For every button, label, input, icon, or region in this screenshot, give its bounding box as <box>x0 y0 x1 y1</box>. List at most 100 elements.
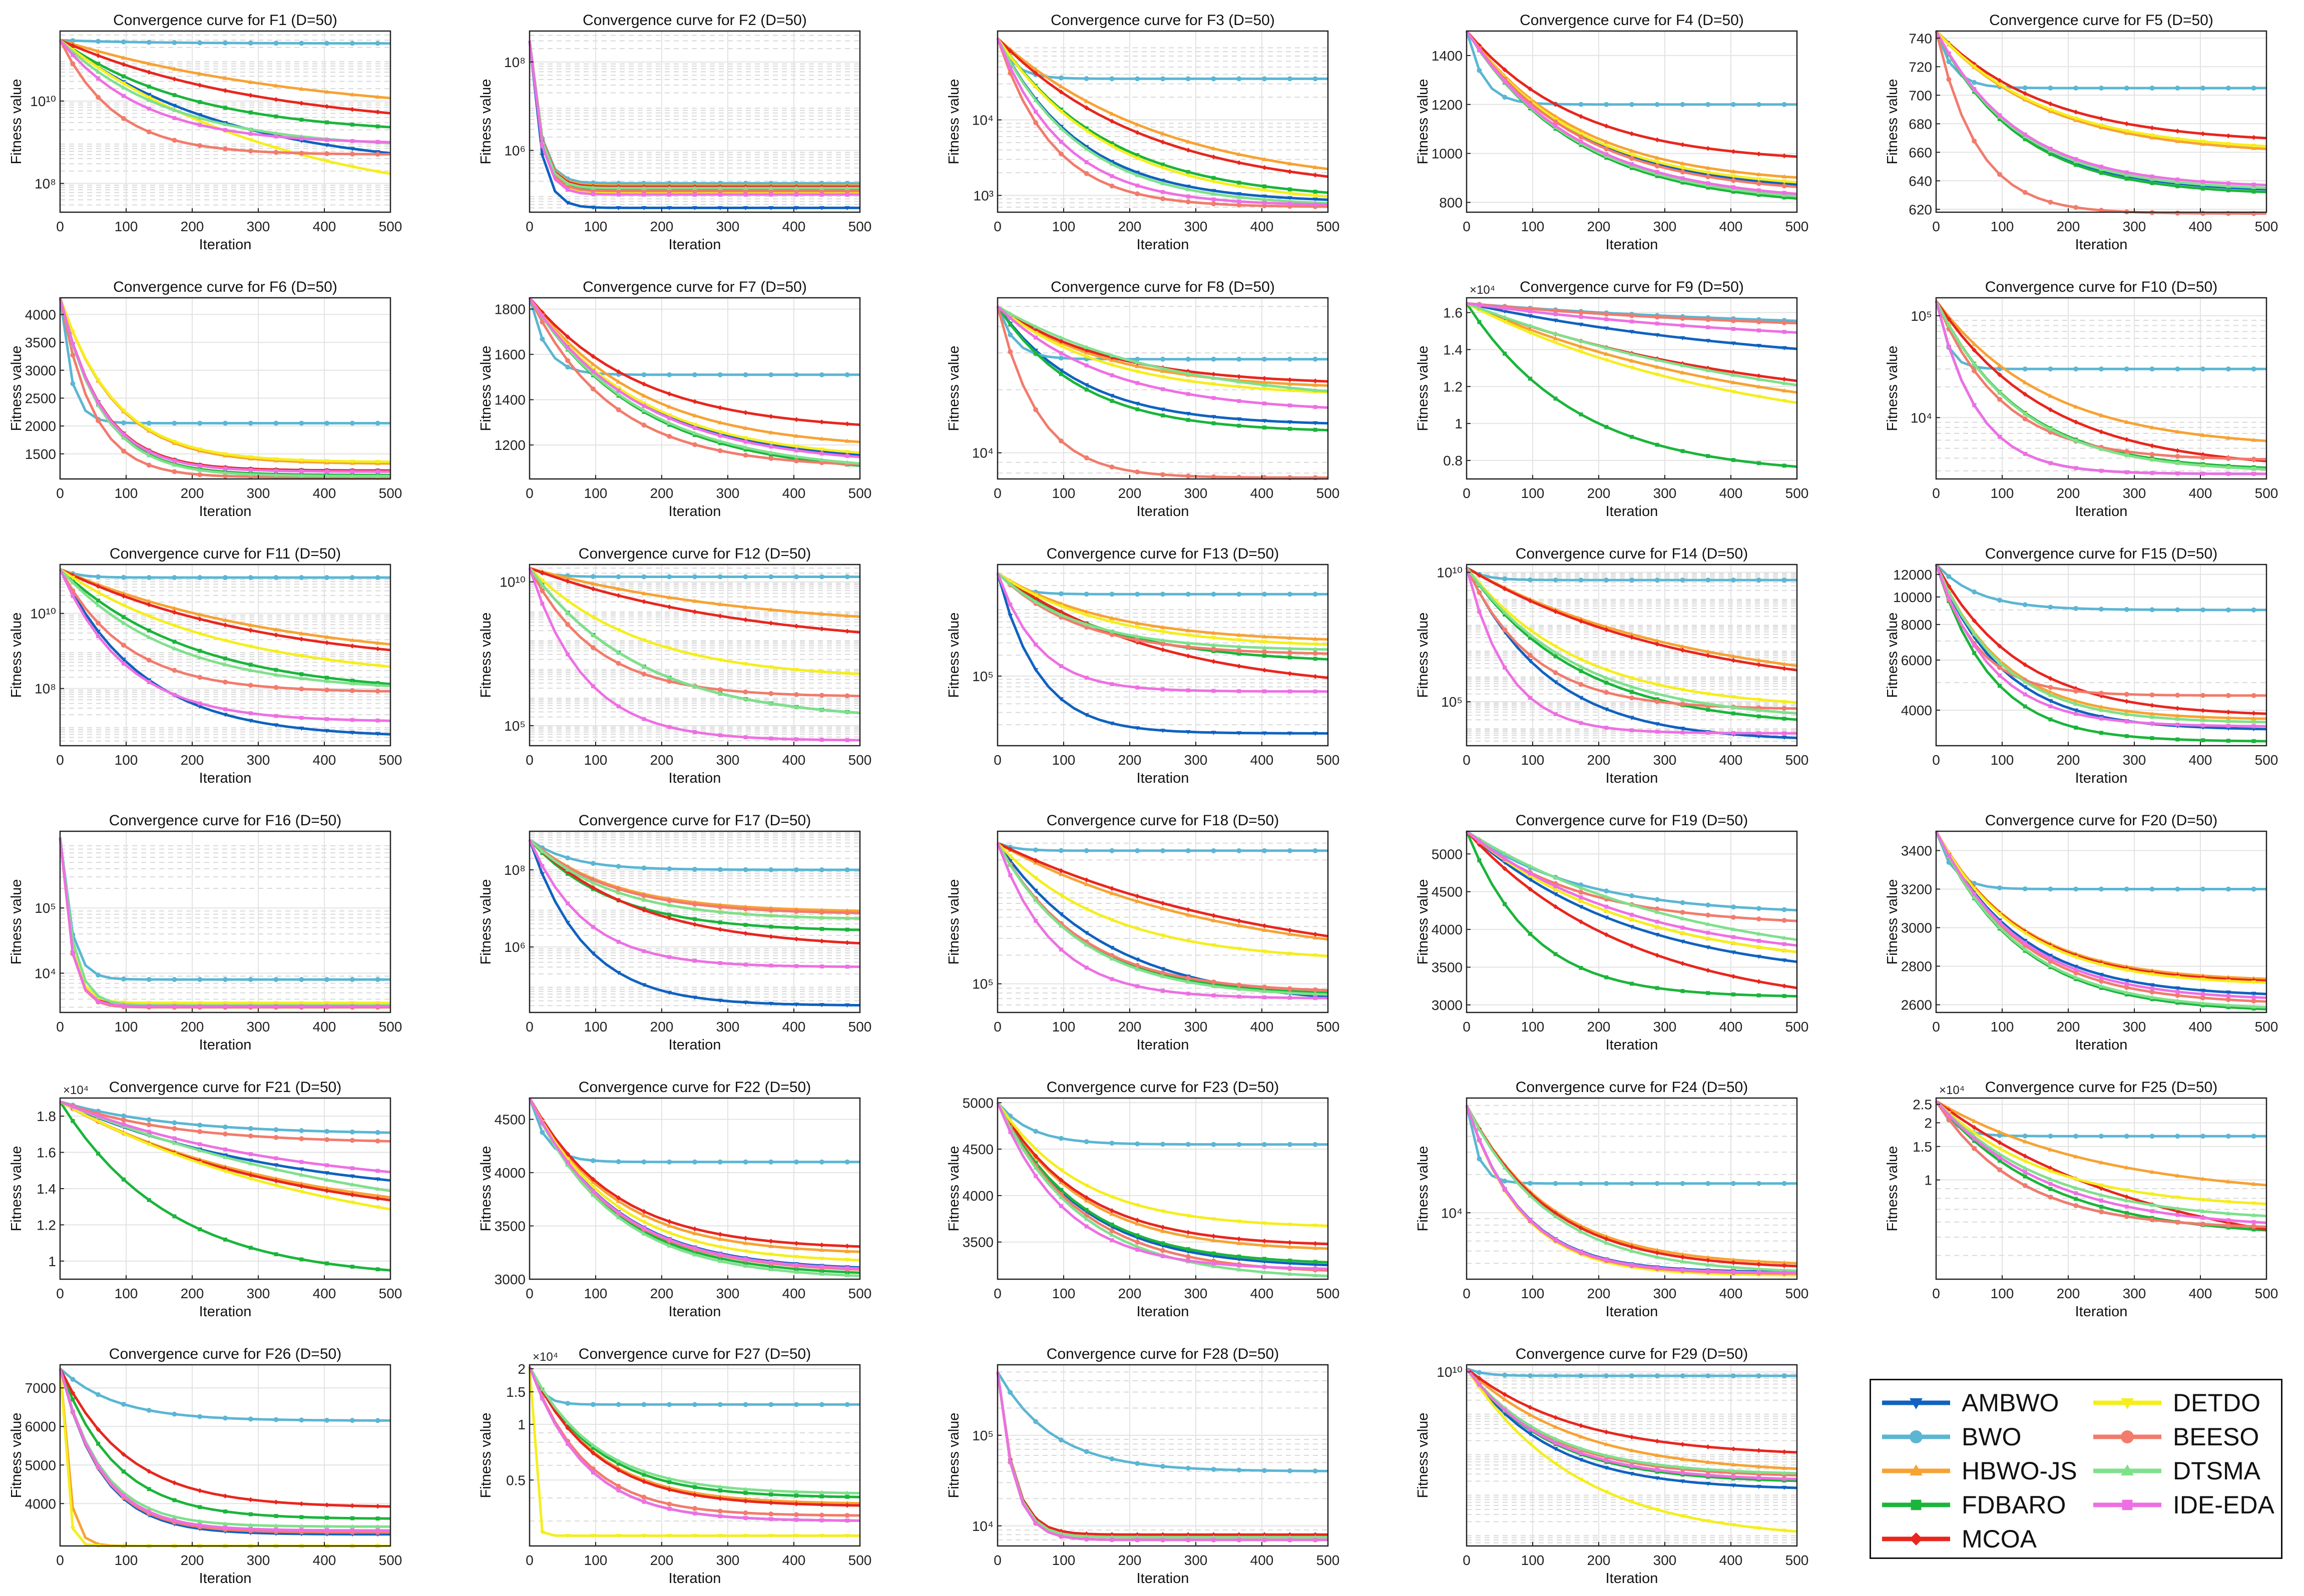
data-point <box>1604 690 1609 695</box>
data-point <box>96 584 101 589</box>
data-point <box>2251 471 2256 476</box>
y-tick-label: 660 <box>1909 145 1932 160</box>
data-point <box>642 1226 646 1231</box>
y-tick-label: 1000 <box>1432 146 1463 162</box>
series-detdo <box>1466 302 1797 404</box>
data-point <box>375 420 380 426</box>
data-point <box>197 1123 203 1128</box>
data-point <box>819 1494 824 1498</box>
data-point <box>693 1511 697 1515</box>
data-point <box>197 113 203 118</box>
chart-title: Convergence curve for F26 (D=50) <box>109 1346 341 1362</box>
data-point <box>1109 111 1115 116</box>
data-point <box>667 185 672 190</box>
data-point <box>299 1160 304 1164</box>
data-point <box>1630 728 1634 733</box>
chart-title: Convergence curve for F16 (D=50) <box>109 812 341 829</box>
data-point <box>1781 183 1787 189</box>
x-tick-label: 500 <box>2255 485 2278 501</box>
data-point <box>1135 183 1140 188</box>
data-point <box>1655 986 1659 990</box>
data-point <box>1287 356 1292 362</box>
data-point <box>146 1408 152 1413</box>
data-point <box>844 459 850 464</box>
data-point <box>1211 848 1216 853</box>
data-point <box>1312 194 1318 198</box>
data-point <box>2022 391 2028 397</box>
data-point <box>642 949 646 953</box>
data-point <box>1781 153 1787 159</box>
data-point <box>2022 1133 2028 1139</box>
data-point <box>1058 1437 1064 1443</box>
data-point <box>1731 341 1736 346</box>
data-point <box>1731 578 1736 583</box>
data-point <box>2074 157 2078 161</box>
data-point <box>1262 194 1267 199</box>
data-point <box>1604 975 1609 979</box>
data-point <box>717 206 723 211</box>
data-point <box>1211 154 1216 160</box>
x-tick-label: 300 <box>247 1019 270 1034</box>
data-point <box>1654 160 1660 165</box>
y-tick-label: 1200 <box>495 437 526 453</box>
data-point <box>1781 380 1787 385</box>
series-detdo <box>996 38 1328 198</box>
data-point <box>794 1517 799 1522</box>
data-point <box>1503 306 1507 311</box>
data-point <box>1680 730 1685 735</box>
data-point <box>1503 665 1507 670</box>
data-point <box>743 206 748 211</box>
data-point <box>1160 368 1165 373</box>
data-point <box>2150 721 2154 726</box>
data-point <box>743 185 748 190</box>
data-point <box>1604 102 1609 107</box>
data-point <box>325 138 329 142</box>
data-point <box>375 1004 380 1008</box>
data-point <box>1578 578 1584 583</box>
data-point <box>743 439 748 444</box>
data-point <box>1756 938 1761 943</box>
data-point <box>1262 401 1267 406</box>
data-point <box>1756 1270 1761 1275</box>
data-point <box>1135 401 1140 406</box>
x-tick-label: 200 <box>1118 485 1142 501</box>
data-point <box>1731 102 1736 107</box>
data-point <box>2225 693 2231 698</box>
data-point <box>1084 1449 1089 1454</box>
x-tick-label: 0 <box>1932 752 1940 768</box>
data-point <box>2225 1134 2231 1139</box>
data-point <box>2124 86 2129 91</box>
x-tick-label: 0 <box>1932 219 1940 234</box>
x-tick-label: 100 <box>584 219 608 234</box>
x-axis-label: Iteration <box>669 1037 721 1053</box>
data-point <box>591 369 595 373</box>
data-point <box>1237 1263 1241 1268</box>
data-point <box>1706 454 1710 458</box>
data-point <box>1756 328 1761 333</box>
data-point <box>1756 731 1761 736</box>
data-point <box>172 108 177 112</box>
y-tick-label: 1.2 <box>37 1217 56 1233</box>
x-tick-label: 500 <box>848 219 872 234</box>
data-point <box>1161 413 1165 418</box>
data-point <box>1579 412 1583 417</box>
data-point <box>1680 1181 1685 1186</box>
data-point <box>1287 161 1292 166</box>
data-point <box>2225 142 2231 147</box>
data-point <box>375 688 380 694</box>
data-point <box>248 41 253 46</box>
data-point <box>2099 366 2104 372</box>
data-point <box>1109 353 1115 357</box>
data-point <box>248 711 253 716</box>
data-point <box>2099 716 2103 721</box>
data-point <box>1008 1390 1013 1395</box>
data-point <box>1477 68 1482 73</box>
data-point <box>1084 105 1089 111</box>
data-point <box>1160 1463 1165 1469</box>
x-tick-label: 400 <box>313 1286 336 1301</box>
data-point <box>1109 592 1115 597</box>
data-point <box>1654 699 1660 704</box>
